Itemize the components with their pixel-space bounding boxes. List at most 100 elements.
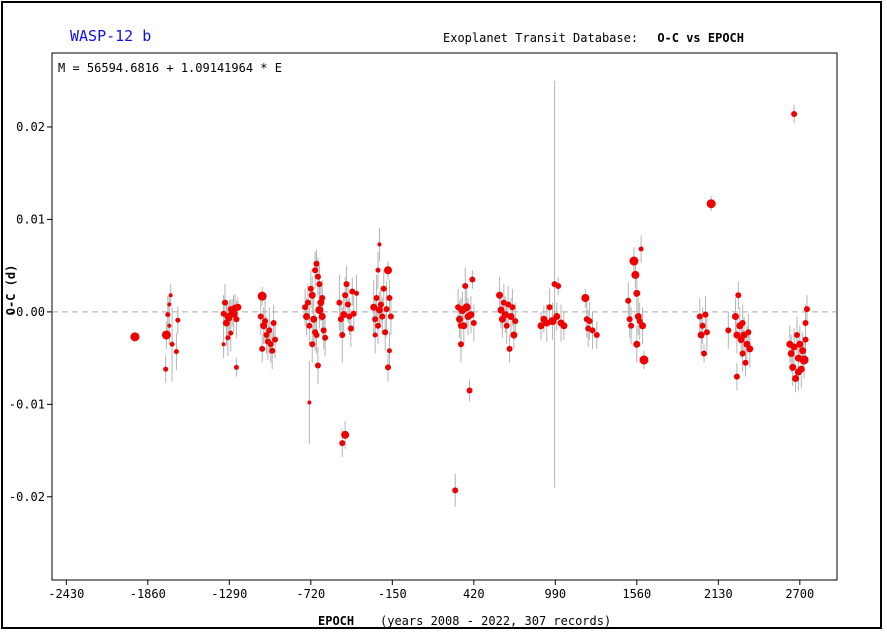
- data-point: [161, 330, 171, 340]
- x-axis-title: EPOCH: [318, 614, 354, 628]
- y-tick-label: -0.01: [9, 397, 45, 411]
- data-point: [272, 336, 279, 343]
- data-point: [165, 312, 171, 318]
- data-point: [792, 374, 800, 382]
- y-axis: -0.02 -0.01 -0.00 0.01 0.02: [9, 120, 52, 504]
- plot-kind-label: O-C vs EPOCH: [657, 31, 745, 45]
- data-point: [631, 270, 640, 279]
- data-point: [341, 430, 350, 439]
- planet-title: WASP-12 b: [70, 27, 152, 45]
- data-point: [307, 400, 312, 405]
- data-point: [546, 304, 553, 311]
- data-point: [347, 325, 354, 332]
- plot-area: [51, 52, 838, 581]
- data-point: [375, 306, 383, 314]
- data-point: [343, 281, 350, 288]
- data-point: [639, 322, 647, 330]
- data-point: [469, 276, 476, 283]
- data-point: [745, 329, 752, 336]
- data-point: [318, 313, 326, 320]
- data-point: [466, 387, 473, 394]
- x-axis: -2430 -1860 -1290 -720 -150 420 990 1560 2130 270…: [48, 580, 814, 601]
- data-point: [629, 256, 639, 266]
- data-point: [733, 373, 740, 380]
- y-tick-label: -0.00: [9, 305, 45, 319]
- data-point: [507, 313, 515, 320]
- data-point: [262, 318, 269, 325]
- data-point: [266, 327, 273, 334]
- data-point: [130, 332, 140, 342]
- data-point: [497, 306, 505, 314]
- data-point: [799, 347, 807, 355]
- data-point: [377, 242, 382, 247]
- data-point: [309, 341, 316, 348]
- data-point: [313, 331, 320, 338]
- data-point: [703, 329, 710, 336]
- data-point: [336, 299, 343, 306]
- x-tick-label: 420: [463, 587, 485, 601]
- data-point: [790, 343, 798, 351]
- data-point: [452, 487, 459, 494]
- data-point: [589, 327, 596, 334]
- data-point: [169, 341, 175, 347]
- data-point: [175, 317, 181, 323]
- data-point: [725, 327, 732, 334]
- data-point: [339, 331, 346, 338]
- data-point: [269, 347, 276, 354]
- data-point: [383, 306, 390, 313]
- data-point: [386, 348, 392, 354]
- data-point: [553, 313, 561, 320]
- data-point: [229, 309, 238, 318]
- data-point: [706, 199, 716, 209]
- data-point: [802, 319, 809, 326]
- data-point: [313, 260, 320, 267]
- data-point: [731, 313, 739, 320]
- data-point: [259, 345, 266, 352]
- data-point: [638, 246, 644, 252]
- data-point: [496, 291, 504, 299]
- data-point: [633, 340, 641, 348]
- data-point: [167, 302, 172, 307]
- data-point: [702, 311, 709, 318]
- data-point: [586, 318, 593, 325]
- data-point: [222, 319, 230, 327]
- data-point: [314, 362, 321, 369]
- data-point: [581, 294, 590, 303]
- data-point: [382, 329, 389, 336]
- data-point: [308, 291, 316, 299]
- data-point: [793, 331, 800, 338]
- x-tick-label: 990: [544, 587, 566, 601]
- data-point: [306, 322, 313, 329]
- database-label: Exoplanet Transit Database:: [443, 31, 639, 45]
- data-point: [270, 319, 277, 326]
- x-tick-label: -1290: [211, 587, 247, 601]
- y-axis-title: O-C (d): [4, 265, 18, 316]
- data-point: [222, 299, 229, 306]
- data-point: [501, 311, 509, 319]
- data-point: [510, 331, 518, 339]
- data-point: [537, 322, 545, 330]
- data-point: [322, 334, 329, 341]
- data-point: [387, 313, 394, 320]
- data-point: [789, 363, 797, 371]
- data-point: [633, 289, 641, 297]
- data-point: [257, 291, 267, 301]
- data-point: [803, 306, 810, 313]
- data-point: [370, 303, 378, 311]
- data-point: [380, 285, 387, 292]
- data-point: [226, 315, 233, 322]
- data-point: [746, 345, 754, 353]
- data-point: [555, 282, 562, 289]
- data-point: [173, 349, 179, 355]
- data-point: [512, 318, 519, 325]
- data-point: [228, 330, 234, 336]
- data-point: [319, 295, 326, 302]
- data-point: [340, 311, 348, 319]
- data-point: [344, 301, 351, 308]
- data-point: [733, 331, 741, 339]
- data-point: [233, 316, 240, 323]
- data-point: [168, 293, 173, 298]
- data-point: [560, 322, 568, 330]
- data-point: [462, 303, 471, 312]
